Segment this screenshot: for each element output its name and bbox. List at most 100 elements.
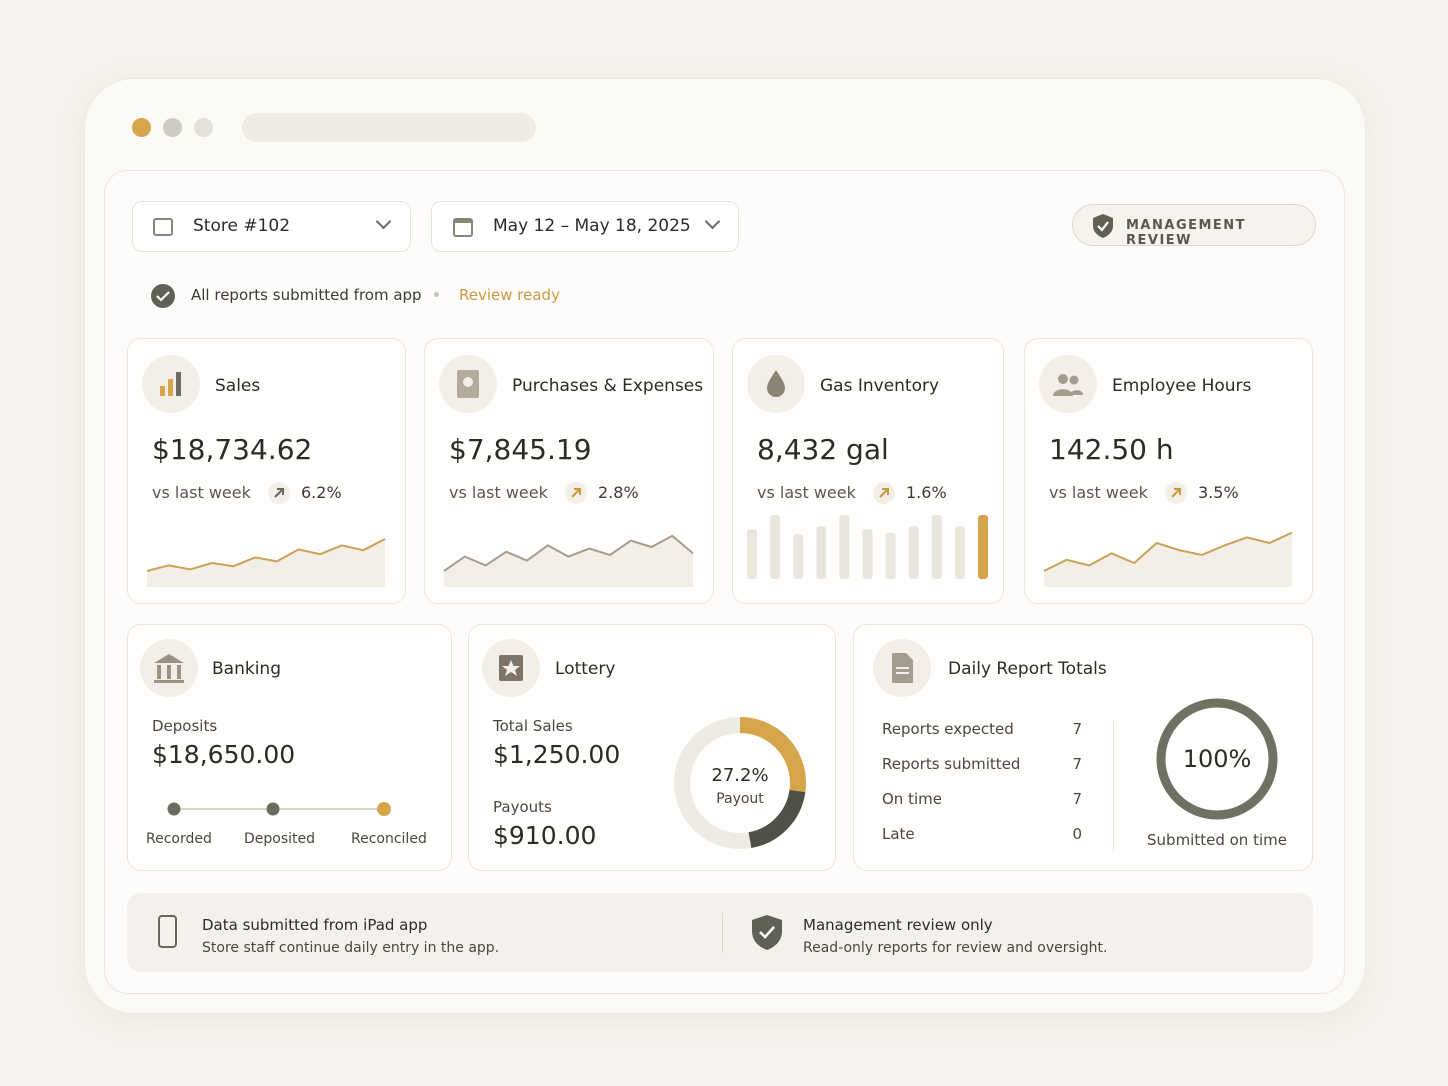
inventory-bar	[770, 515, 781, 579]
report-row-value: 7	[1072, 720, 1082, 738]
sparkline	[1043, 531, 1293, 587]
ipad-icon	[158, 915, 177, 948]
check-icon	[151, 284, 175, 308]
card-title: Sales	[215, 376, 261, 396]
lottery-card: Lottery Total Sales $1,250.00 Payouts $9…	[468, 624, 836, 871]
metric-icon	[1039, 355, 1097, 413]
metric-value: 8,432 gal	[757, 433, 889, 466]
report-row-value: 0	[1072, 825, 1082, 843]
icon-part	[1070, 390, 1083, 395]
step-label: Deposited	[244, 831, 316, 847]
separator-dot	[434, 292, 439, 297]
sparkline-line	[1043, 531, 1293, 572]
trend-arrow	[268, 482, 290, 504]
card-title: Banking	[212, 659, 281, 679]
metric-value: $7,845.19	[449, 433, 592, 466]
change-value: 6.2%	[301, 483, 342, 502]
ring-value: 100%	[1182, 745, 1252, 773]
shield-icon	[752, 915, 782, 950]
icon-part	[168, 379, 173, 396]
deposits-label: Deposits	[152, 717, 218, 735]
card-title: Lottery	[555, 659, 616, 679]
divider	[1113, 721, 1114, 851]
inventory-bar	[816, 526, 827, 579]
status-state: Review ready	[459, 286, 560, 304]
metric-icon	[747, 355, 805, 413]
sparkline	[747, 515, 988, 579]
store-dropdown[interactable]: Store #102	[132, 201, 411, 252]
date-dropdown[interactable]: May 12 – May 18, 2025	[431, 201, 739, 252]
card-title: Daily Report Totals	[948, 659, 1107, 679]
card-title: Employee Hours	[1112, 376, 1252, 396]
progress-steps	[167, 802, 391, 816]
chevron	[375, 213, 392, 230]
inventory-bar	[954, 526, 965, 579]
change-value: 3.5%	[1198, 483, 1239, 502]
store-label: Store #102	[193, 216, 291, 236]
sparkline-line	[443, 534, 694, 572]
inventory-bar	[908, 526, 919, 579]
icon-part	[176, 372, 181, 396]
payout-donut	[674, 717, 806, 849]
compare-label: vs last week	[449, 483, 548, 502]
inventory-bar	[839, 515, 850, 579]
arrow	[1171, 488, 1181, 498]
card-title: Purchases & Expenses	[512, 376, 704, 396]
payouts-label: Payouts	[493, 798, 552, 816]
arrow	[879, 488, 889, 498]
icon-part	[767, 370, 785, 397]
donut-caption: Payout	[716, 791, 764, 807]
change-value: 2.8%	[598, 483, 639, 502]
chevron	[704, 213, 721, 230]
donut-value: 27.2%	[711, 765, 769, 786]
trend-arrow	[1165, 482, 1187, 504]
metric-card: Sales $18,734.62 vs last week 6.2%	[127, 338, 406, 604]
compare-label: vs last week	[757, 483, 856, 502]
on-time-arc	[1156, 698, 1278, 820]
compare-label: vs last week	[152, 483, 251, 502]
step-label: Reconciled	[351, 831, 427, 847]
sparkline	[146, 538, 386, 587]
report-row-label: Reports submitted	[882, 755, 1021, 773]
inventory-bar	[885, 532, 896, 579]
compare-label: vs last week	[1049, 483, 1148, 502]
window-dot	[163, 118, 182, 137]
footer-bar: Data submitted from iPad app Store staff…	[127, 893, 1313, 972]
sparkline-area	[444, 535, 693, 587]
icon-part	[1069, 375, 1079, 385]
metric-icon	[142, 355, 200, 413]
status-message: All reports submitted from app	[191, 286, 422, 304]
payouts-value: $910.00	[493, 821, 597, 850]
bank-icon	[140, 639, 198, 697]
shield-icon	[1093, 214, 1113, 238]
icon-glyph	[767, 370, 785, 397]
icon-glyph	[160, 372, 181, 396]
footer-text: Read-only reports for review and oversig…	[803, 940, 1108, 956]
address-bar	[242, 113, 536, 142]
card-title: Gas Inventory	[820, 376, 940, 396]
metric-card: Purchases & Expenses $7,845.19 vs last wee…	[424, 338, 714, 604]
icon-part	[1058, 374, 1068, 384]
icon-part	[160, 386, 165, 396]
sales-value: $1,250.00	[493, 740, 621, 769]
inventory-bar	[978, 515, 988, 579]
footer-title: Management review only	[803, 916, 993, 934]
metric-icon	[439, 355, 497, 413]
arrow	[571, 488, 581, 498]
report-row-label: Reports expected	[882, 720, 1014, 738]
metric-value: $18,734.62	[152, 433, 313, 466]
icon-part	[1053, 389, 1073, 396]
store-icon	[153, 218, 173, 236]
window-dot	[132, 118, 151, 137]
step-label: Recorded	[146, 831, 212, 847]
change-value: 1.6%	[906, 483, 947, 502]
calendar-icon	[453, 218, 473, 237]
trend-arrow	[565, 482, 587, 504]
window-dot	[194, 118, 213, 137]
icon-glyph	[457, 370, 479, 398]
icon-glyph	[1053, 374, 1083, 396]
report-row-value: 7	[1072, 790, 1082, 808]
report-row-value: 7	[1072, 755, 1082, 773]
sparkline-area	[147, 539, 385, 587]
footer-text: Store staff continue daily entry in the …	[202, 940, 500, 956]
